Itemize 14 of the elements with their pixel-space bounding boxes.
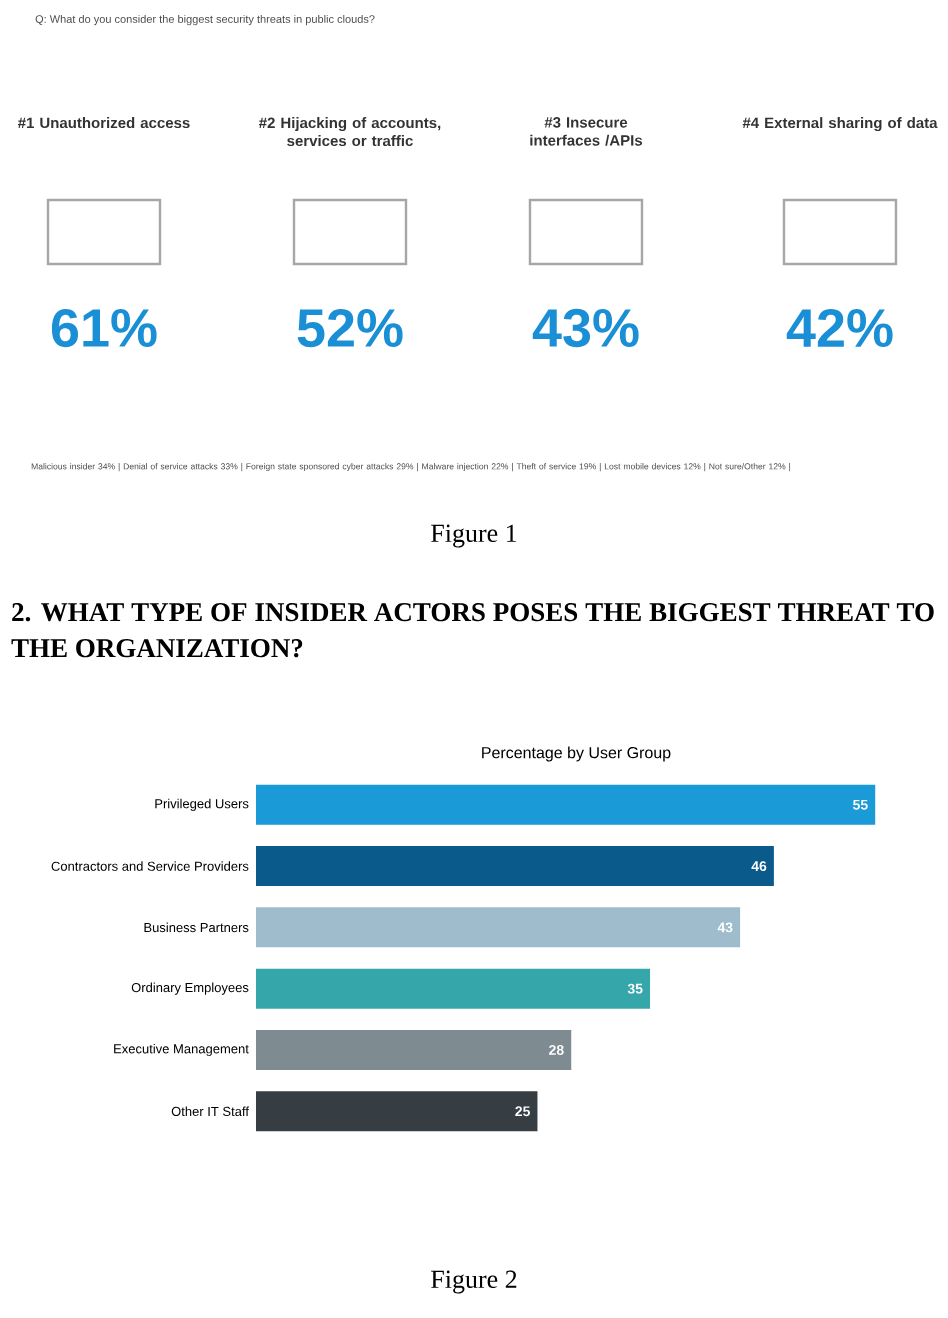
bar	[255, 784, 876, 825]
bar	[255, 1091, 538, 1132]
bar	[255, 1029, 572, 1070]
chart-title: Percentage by User Group	[482, 746, 671, 762]
bar	[255, 907, 741, 948]
data-label: 52%	[297, 308, 403, 348]
bar	[255, 846, 774, 887]
caption: Figure 1	[431, 524, 517, 548]
data-label: 61%	[51, 308, 157, 348]
data-label: 42%	[786, 308, 893, 348]
caption: Figure 2	[431, 1270, 517, 1294]
text: 2. WHAT TYPE OF INSIDER ACTORS POSES THE BIGGEST THREAT TO THE ORGANIZATION?	[11, 603, 934, 658]
data-label: 43%	[532, 308, 639, 348]
bar	[255, 968, 651, 1009]
